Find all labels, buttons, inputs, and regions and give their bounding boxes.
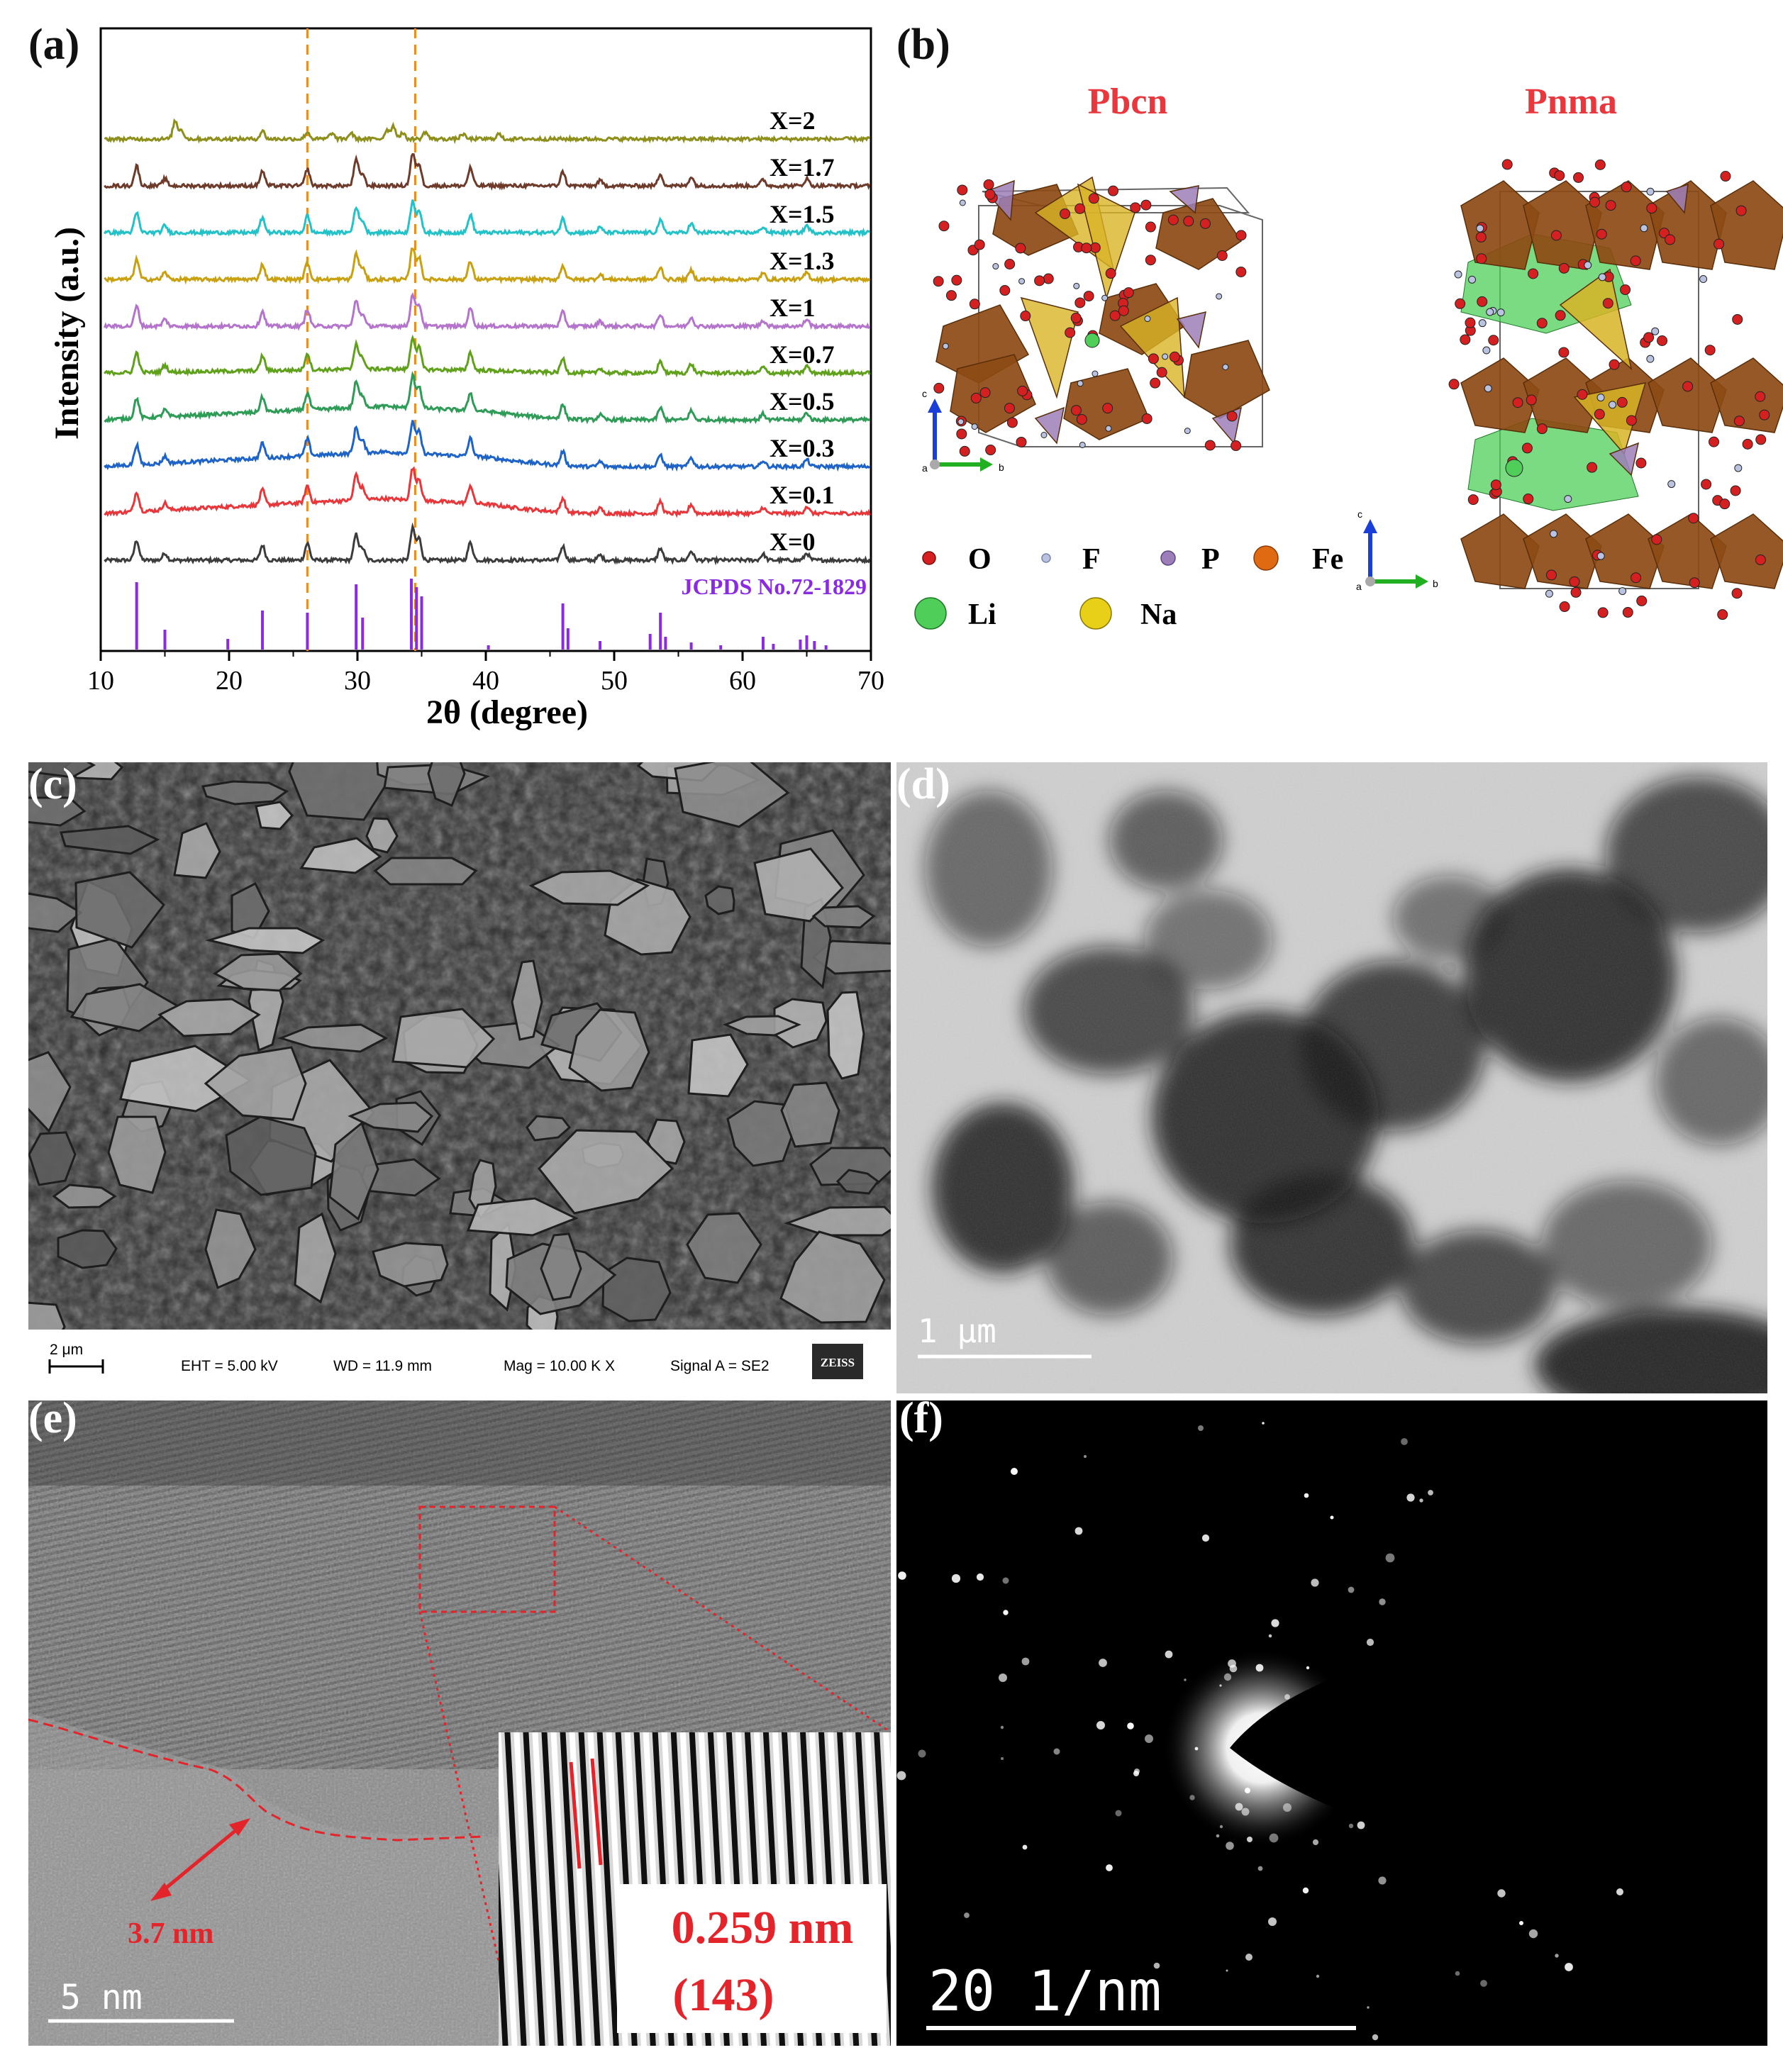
x-tick-label-20: 20 bbox=[216, 666, 243, 696]
series-label-X=1.5: X=1.5 bbox=[770, 200, 835, 228]
series-line-X=1.5 bbox=[104, 199, 871, 238]
pnma-title: Pnma bbox=[1525, 82, 1617, 122]
plane-label: (143) bbox=[673, 1969, 774, 2021]
series-label-X=0.5: X=0.5 bbox=[770, 387, 835, 416]
axis-b-label: b bbox=[999, 462, 1004, 473]
axis-a-label: a bbox=[922, 462, 928, 474]
series-line-X=0.7 bbox=[104, 334, 871, 379]
series-line-X=0.3 bbox=[104, 420, 871, 472]
axis-b-label-2: b bbox=[1433, 578, 1438, 589]
panel-label-a: (a) bbox=[28, 21, 80, 69]
panel-label-f: (f) bbox=[899, 1394, 943, 1442]
sem-particles bbox=[0, 729, 935, 1352]
crystal-structures: Pbcn Pnma c b a c b a O bbox=[914, 82, 1783, 631]
panel-d-tem: 1 μm (d) bbox=[896, 760, 1783, 1422]
pbcn-structure bbox=[933, 176, 1270, 457]
series-label-X=1.3: X=1.3 bbox=[770, 247, 835, 275]
axis-a-label-2: a bbox=[1356, 581, 1362, 592]
beam-stopper bbox=[1230, 1581, 1767, 1904]
sem-signal: Signal A = SE2 bbox=[670, 1358, 770, 1374]
legend-P: P bbox=[1201, 543, 1220, 576]
panel-label-d: (d) bbox=[896, 760, 950, 808]
panel-a: 10 20 30 40 50 60 70 2θ (degree) Intensity (a.u.… bbox=[0, 0, 894, 745]
tem-scale-label: 1 μm bbox=[918, 1312, 996, 1350]
axis-c-label: c bbox=[922, 388, 927, 399]
panel-c-sem: 2 μm EHT = 5.00 kV WD = 11.9 mm Mag = 10… bbox=[0, 729, 935, 1393]
sem-eht: EHT = 5.00 kV bbox=[181, 1358, 278, 1374]
series-label-X=1: X=1 bbox=[770, 294, 816, 322]
saed-scale-label: 20 1/nm bbox=[928, 1960, 1162, 2024]
sem-mag: Mag = 10.00 K X bbox=[504, 1358, 615, 1374]
selected-area-box bbox=[418, 1505, 556, 1613]
zeiss-brand: ZEISS bbox=[821, 1356, 855, 1369]
series-label-X=0.1: X=0.1 bbox=[770, 481, 835, 509]
zeiss-logo bbox=[812, 1344, 863, 1379]
legend-Li: Li bbox=[968, 598, 996, 631]
panel-f-saed: 20 1/nm (f) bbox=[896, 1394, 1767, 2046]
x-tick-label-10: 10 bbox=[87, 666, 114, 696]
sem-scale-label: 2 μm bbox=[50, 1342, 83, 1358]
series-label-X=1.7: X=1.7 bbox=[770, 153, 835, 182]
panel-label-e: (e) bbox=[28, 1394, 77, 1442]
axis-c-label-2: c bbox=[1357, 508, 1362, 520]
thickness-label: 3.7 nm bbox=[128, 1917, 213, 1950]
series-line-X=0.1 bbox=[104, 466, 871, 518]
panel-e-hrtem: 3.7 nm 0.259 nm (143) 5 nm (e) bbox=[28, 1394, 892, 2046]
legend-Na: Na bbox=[1140, 598, 1177, 631]
legend-Fe: Fe bbox=[1312, 543, 1343, 576]
x-tick-label-30: 30 bbox=[344, 666, 371, 696]
series-line-X=0 bbox=[104, 522, 871, 566]
series-line-X=2 bbox=[104, 118, 871, 145]
xrd-chart: 10 20 30 40 50 60 70 2θ (degree) Intensity (a.u.… bbox=[48, 27, 884, 731]
reference-label: JCPDS No.72-1829 bbox=[682, 574, 867, 599]
dspacing-box bbox=[617, 1884, 887, 2033]
atom-legend: O F P Fe Li Na bbox=[914, 543, 1343, 631]
pnma-structure bbox=[1448, 159, 1783, 620]
panel-label-b: (b) bbox=[896, 21, 950, 69]
y-axis-label: Intensity (a.u.) bbox=[48, 227, 86, 440]
panel-b: (b) Pbcn Pnma c b a c b a bbox=[894, 0, 1783, 745]
series-line-X=0.5 bbox=[104, 371, 871, 425]
hrtem-scale-label: 5 nm bbox=[60, 1978, 143, 2017]
series-line-X=1.7 bbox=[104, 152, 871, 191]
pbcn-title: Pbcn bbox=[1088, 82, 1168, 122]
series-line-X=1.3 bbox=[104, 247, 871, 285]
dspacing-label: 0.259 nm bbox=[672, 1902, 854, 1954]
x-tick-label-40: 40 bbox=[472, 666, 499, 696]
series-label-X=0: X=0 bbox=[770, 528, 816, 556]
legend-F: F bbox=[1082, 543, 1101, 576]
x-axis-label: 2θ (degree) bbox=[426, 694, 588, 731]
series-label-X=0.3: X=0.3 bbox=[770, 434, 835, 462]
series-line-X=1 bbox=[103, 292, 871, 331]
x-tick-label-60: 60 bbox=[729, 666, 756, 696]
amorphous-boundary bbox=[28, 1718, 483, 1842]
series-label-X=0.7: X=0.7 bbox=[770, 340, 835, 369]
series-label-X=2: X=2 bbox=[770, 106, 816, 135]
sem-wd: WD = 11.9 mm bbox=[333, 1358, 432, 1374]
x-tick-label-50: 50 bbox=[601, 666, 628, 696]
sem-info-bar bbox=[28, 1330, 891, 1393]
legend-O: O bbox=[968, 543, 992, 576]
axis-triad-right: c b a bbox=[1356, 508, 1438, 592]
x-tick-label-70: 70 bbox=[857, 666, 884, 696]
axis-triad-left: c b a bbox=[922, 388, 1004, 474]
panel-label-c: (c) bbox=[28, 760, 77, 808]
